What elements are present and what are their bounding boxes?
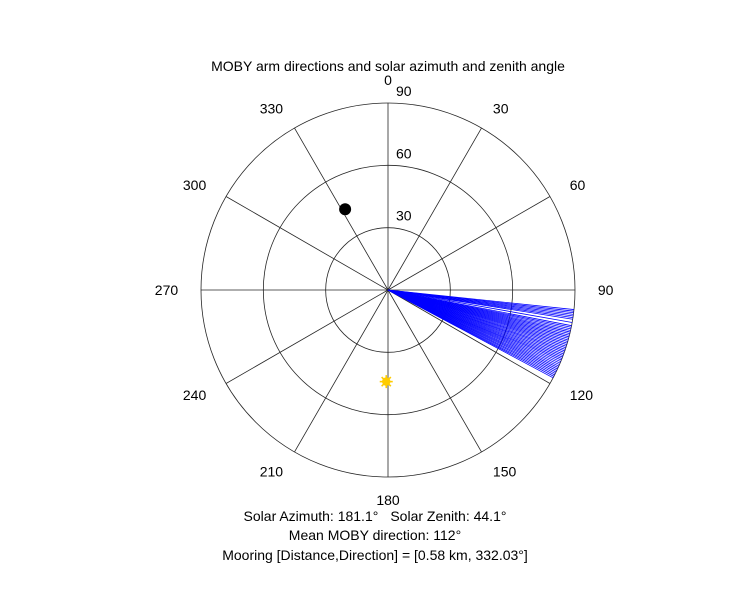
spoke-line xyxy=(225,289,389,384)
radial-tick-label: 90 xyxy=(396,83,412,99)
tick-labels: 0 30 60 90 120 150 180 210 240 270 300 330 30 60 90 xyxy=(155,72,614,508)
spoke-line xyxy=(225,196,389,291)
sun-core xyxy=(382,377,391,386)
solar-zenith-text: Solar Zenith: 44.1° xyxy=(390,508,507,524)
angle-tick-label: 180 xyxy=(376,492,400,508)
angle-tick-label: 240 xyxy=(183,387,207,403)
angle-tick-label: 330 xyxy=(260,100,284,116)
angle-tick-label: 270 xyxy=(155,282,179,298)
angle-tick-label: 300 xyxy=(183,177,207,193)
sun-marker xyxy=(379,375,393,389)
radial-circle xyxy=(200,102,576,478)
angle-tick-label: 0 xyxy=(384,72,392,88)
radial-tick-label: 60 xyxy=(396,145,412,161)
moby-arm-lines xyxy=(387,289,575,379)
radial-circle xyxy=(262,164,514,416)
angle-tick-label: 60 xyxy=(570,177,586,193)
polar-grid xyxy=(200,102,576,478)
mean-direction-caption: Mean MOBY direction: 112° xyxy=(288,527,462,543)
angle-tick-label: 30 xyxy=(493,100,509,116)
moby-arm-line xyxy=(387,289,573,323)
solar-caption: Solar Azimuth: 181.1° Solar Zenith: 44.1° xyxy=(0,508,750,524)
mooring-marker xyxy=(339,203,352,216)
angle-tick-label: 150 xyxy=(493,464,517,480)
angle-tick-label: 120 xyxy=(570,387,594,403)
moby-arm-line xyxy=(387,289,573,320)
chart-title: MOBY arm directions and solar azimuth an… xyxy=(211,58,565,74)
spoke-line xyxy=(294,289,389,453)
radial-tick-label: 30 xyxy=(396,208,412,224)
solar-azimuth-text: Solar Azimuth: 181.1° xyxy=(243,508,379,524)
markers xyxy=(339,203,393,389)
moby-arm-line xyxy=(387,289,554,379)
spoke-line xyxy=(387,127,482,291)
angle-tick-label: 90 xyxy=(598,282,614,298)
radial-circle xyxy=(325,227,451,353)
mooring-caption: Mooring [Distance,Direction] = [0.58 km,… xyxy=(222,547,528,563)
angle-tick-label: 210 xyxy=(260,464,284,480)
spoke-line xyxy=(387,289,482,453)
spoke-line xyxy=(387,289,551,384)
spoke-line xyxy=(387,196,551,291)
